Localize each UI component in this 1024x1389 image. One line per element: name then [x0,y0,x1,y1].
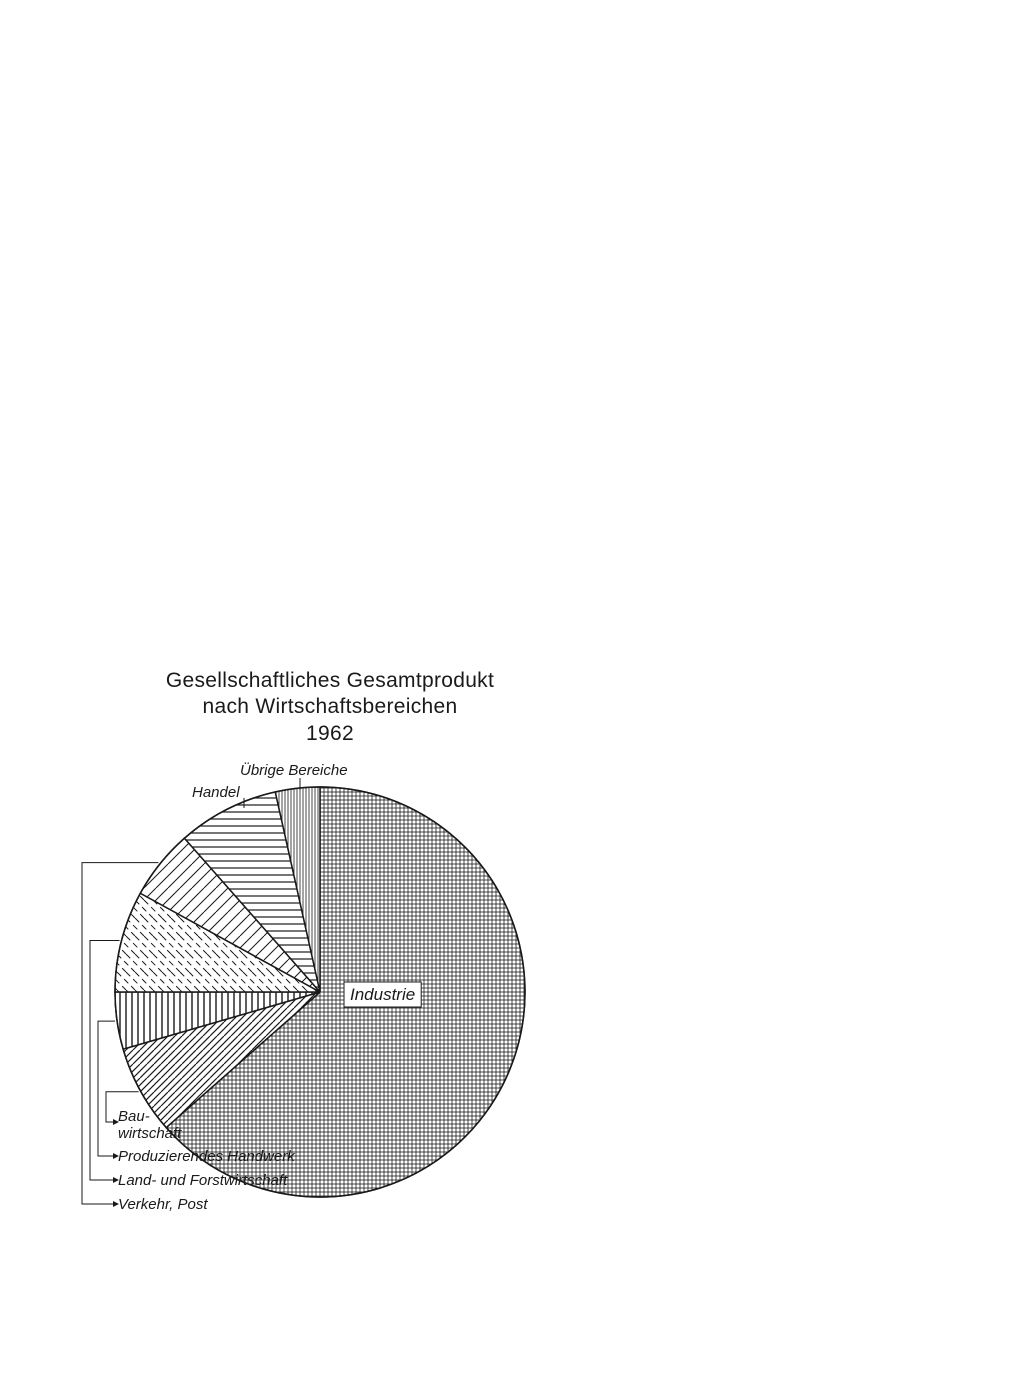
callout-uebrige: Übrige Bereiche [240,762,348,779]
callout-bau: Bau- wirtschaft [118,1108,181,1142]
page: Gesellschaftliches Gesamtproduktnach Wir… [0,0,1024,1389]
callout-handwerk: Produzierendes Handwerk [118,1148,295,1165]
callout-verkehr: Verkehr, Post [118,1196,208,1213]
callout-handel: Handel [192,784,240,801]
callout-landforst: Land- und Forstwirtschaft [118,1172,287,1189]
slice-label-industrie: Industrie [350,985,415,1004]
